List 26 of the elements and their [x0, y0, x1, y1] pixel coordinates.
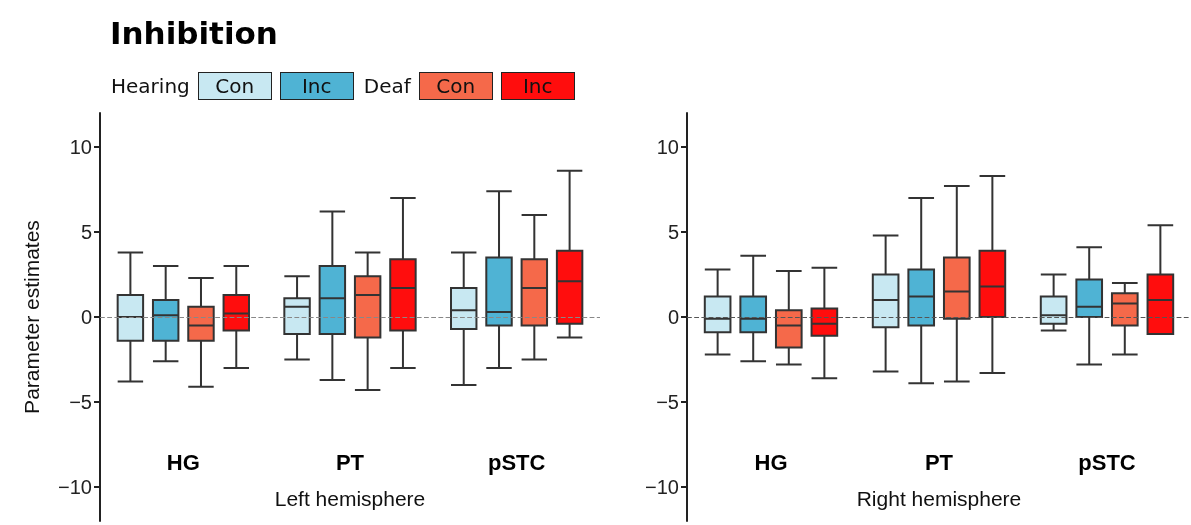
text: Hearing — [111, 74, 190, 98]
y-tick-label: 5 — [667, 221, 679, 243]
y-tick-label: 0 — [667, 306, 679, 328]
y-tick-label: −5 — [69, 391, 92, 413]
text: Deaf — [363, 74, 411, 98]
y-axis-title: Parameter estimates — [20, 220, 43, 414]
text: Inc — [279, 72, 354, 100]
y-tick-label: 0 — [80, 306, 92, 328]
text: Con — [197, 72, 272, 100]
x-axis-title: Left hemisphere — [274, 487, 426, 510]
x-tick-label: PT — [924, 449, 954, 475]
y-tick-label: −10 — [645, 476, 679, 498]
y-tick-label: 10 — [69, 136, 92, 158]
y-tick-label: −5 — [656, 391, 679, 413]
y-tick-label: 5 — [80, 221, 92, 243]
chart-title: Inhibition — [110, 14, 278, 51]
text: Inc — [500, 72, 575, 100]
x-tick-label: pSTC — [1078, 449, 1136, 475]
text: Con — [418, 72, 493, 100]
x-tick-label: pSTC — [487, 449, 546, 475]
y-tick-label: −10 — [58, 476, 92, 498]
x-tick-label: HG — [754, 449, 788, 475]
x-tick-label: PT — [335, 449, 365, 475]
y-tick-label: 10 — [656, 136, 679, 158]
x-tick-label: HG — [166, 449, 200, 475]
x-axis-title: Right hemisphere — [856, 487, 1022, 510]
